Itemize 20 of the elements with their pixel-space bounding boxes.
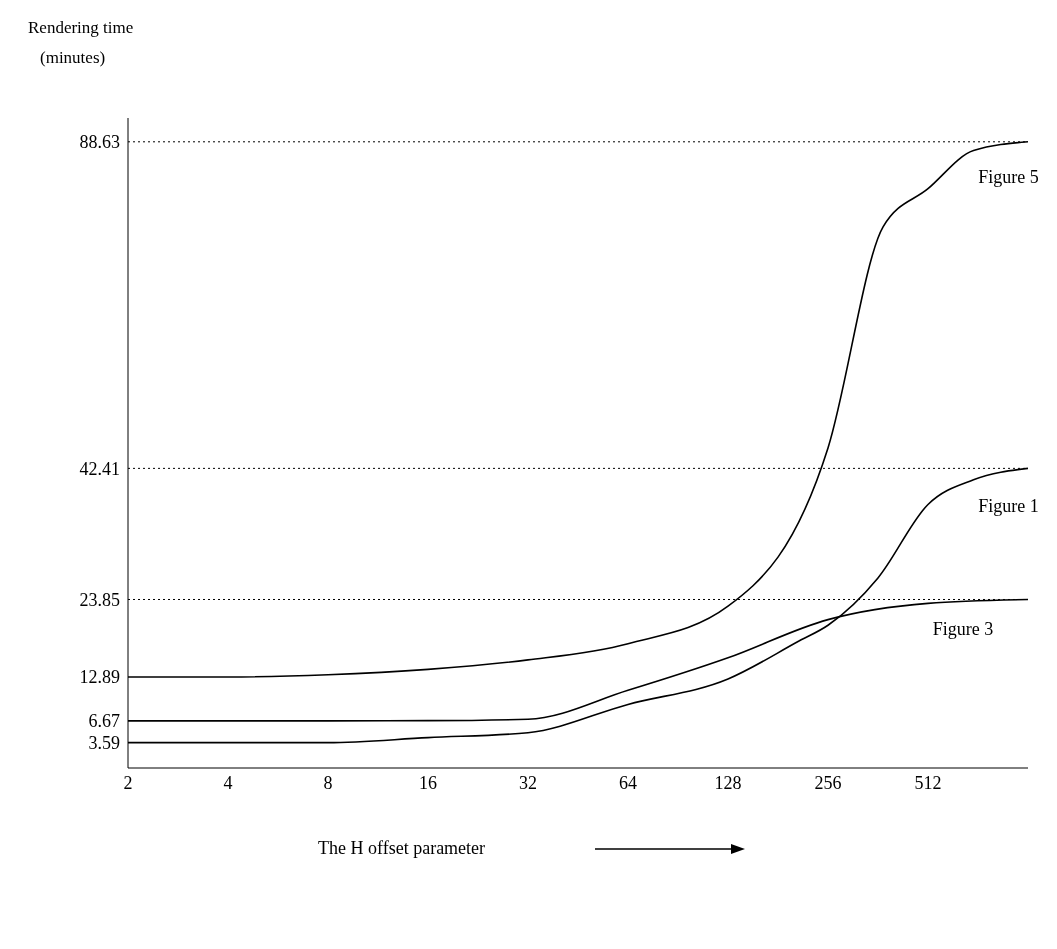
x-tick-label: 8 bbox=[323, 772, 333, 793]
x-tick-label: 256 bbox=[814, 772, 842, 793]
series-label: Figure 5 bbox=[978, 166, 1039, 187]
x-tick-label: 64 bbox=[619, 772, 637, 793]
x-tick-label: 4 bbox=[223, 772, 233, 793]
y-tick-label: 88.63 bbox=[79, 132, 120, 153]
x-tick-label: 128 bbox=[714, 772, 742, 793]
x-tick-label: 16 bbox=[419, 772, 437, 793]
y-tick-label: 6.67 bbox=[88, 711, 120, 732]
x-tick-label: 2 bbox=[123, 772, 133, 793]
x-tick-label: 32 bbox=[519, 772, 537, 793]
y-tick-label: 12.89 bbox=[79, 667, 120, 688]
x-axis-title: The H offset parameter bbox=[318, 838, 486, 859]
series-label: Figure 1 bbox=[978, 495, 1039, 516]
series-label: Figure 3 bbox=[932, 619, 994, 640]
y-tick-label: 23.85 bbox=[79, 589, 120, 610]
y-tick-label: 3.59 bbox=[88, 733, 120, 754]
y-tick-label: 42.41 bbox=[79, 458, 120, 479]
y-axis-title: Rendering time (minutes) bbox=[28, 17, 134, 69]
x-tick-label: 512 bbox=[914, 772, 942, 793]
